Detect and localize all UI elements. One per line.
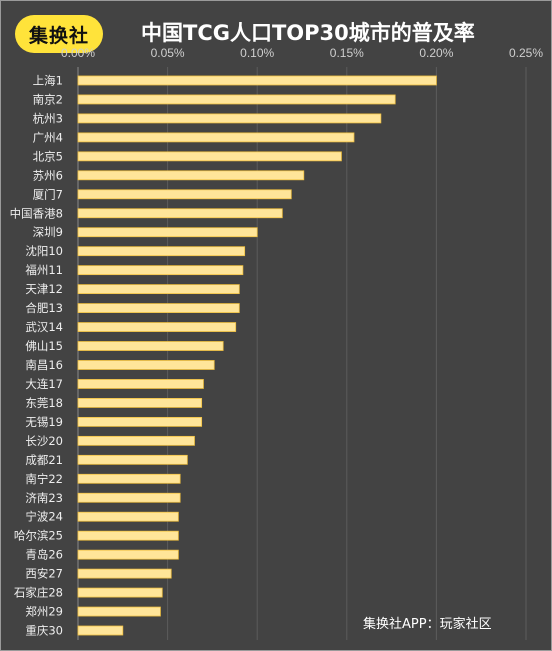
category-label: 南宁22 — [25, 472, 63, 486]
category-label: 深圳9 — [33, 225, 63, 239]
category-label: 南京2 — [33, 92, 63, 106]
category-label: 佛山15 — [25, 339, 63, 353]
bar — [77, 265, 244, 276]
category-label: 南昌16 — [25, 358, 63, 372]
category-label: 石家庄28 — [14, 586, 63, 600]
bar — [77, 435, 195, 446]
bar — [77, 170, 305, 181]
category-label: 沈阳10 — [25, 244, 63, 258]
x-tick-label: 0.05% — [151, 46, 185, 60]
category-label: 合肥13 — [25, 301, 63, 315]
category-label: 成都21 — [25, 453, 63, 467]
bar — [77, 568, 172, 579]
bar — [77, 303, 240, 313]
x-tick-label: 0.25% — [509, 46, 543, 60]
bar — [77, 549, 179, 560]
category-label: 哈尔滨25 — [14, 529, 63, 543]
category-label: 广州4 — [33, 130, 63, 144]
bar — [77, 94, 396, 105]
category-label: 青岛26 — [25, 548, 63, 562]
bar — [77, 454, 188, 465]
category-label: 天津12 — [25, 282, 63, 296]
bar — [77, 587, 163, 598]
category-label: 大连17 — [25, 377, 63, 391]
bar — [77, 398, 203, 408]
x-tick-label: 0.00% — [61, 46, 95, 60]
category-label: 重庆30 — [25, 624, 63, 638]
bar — [77, 625, 124, 636]
footnote: 集换社APP：玩家社区 — [363, 617, 492, 632]
bar — [77, 379, 204, 389]
bar — [77, 341, 224, 351]
bar — [77, 511, 179, 522]
category-label: 苏州6 — [33, 168, 63, 182]
category-label: 无锡19 — [25, 415, 63, 429]
brand-logo: 集换社 — [15, 15, 103, 53]
category-label: 厦门7 — [33, 187, 63, 201]
category-label: 中国香港8 — [10, 206, 63, 220]
x-tick-label: 0.20% — [419, 46, 453, 60]
bar — [77, 246, 246, 257]
x-tick-label: 0.10% — [240, 46, 274, 60]
category-label: 东莞18 — [25, 396, 63, 410]
bar — [77, 606, 161, 617]
category-label: 长沙20 — [25, 434, 63, 448]
category-label: 北京5 — [33, 149, 63, 163]
bar — [77, 492, 181, 503]
bar — [77, 227, 258, 238]
category-label: 济南23 — [25, 491, 63, 505]
bar — [77, 322, 237, 332]
category-label: 上海1 — [33, 73, 63, 87]
bar — [77, 284, 240, 295]
category-label: 宁波24 — [25, 510, 63, 524]
bar — [77, 530, 179, 541]
bar — [77, 416, 203, 427]
x-tick-label: 0.15% — [330, 46, 364, 60]
category-label: 福州11 — [25, 263, 63, 277]
bar — [77, 151, 342, 162]
bar — [77, 473, 181, 484]
bar — [77, 132, 355, 143]
category-label: 杭州3 — [33, 111, 63, 125]
bar — [77, 189, 292, 200]
bar — [77, 75, 437, 86]
bar — [77, 113, 382, 124]
bar — [77, 360, 215, 370]
category-label: 郑州29 — [25, 605, 63, 619]
category-label: 西安27 — [25, 567, 63, 581]
chart-title: 中国TCG人口TOP30城市的普及率 — [141, 21, 475, 45]
bar — [77, 208, 283, 219]
category-label: 武汉14 — [25, 320, 63, 334]
